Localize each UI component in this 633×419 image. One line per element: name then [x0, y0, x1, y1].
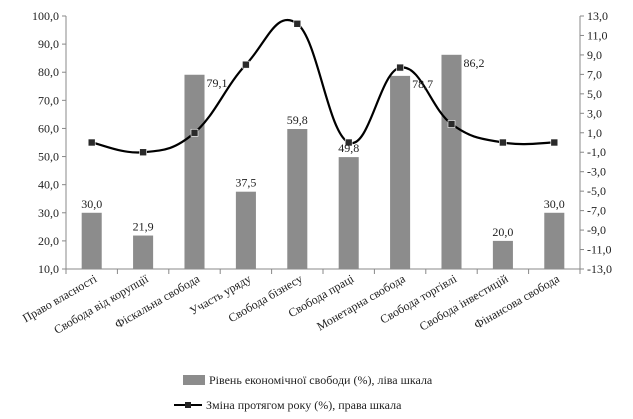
line-marker — [242, 60, 250, 69]
bar-data-label: 20,0 — [492, 225, 513, 239]
left-tick-label: 60,0 — [38, 121, 59, 135]
right-tick-label: -13,0 — [587, 262, 612, 276]
category-label: Свобода інвестицій — [417, 271, 511, 333]
bar-data-label: 21,9 — [133, 220, 154, 234]
change-line — [91, 18, 555, 154]
data-labels: 30,0 21,9 79,1 37,5 59,8 49,8 78,7 86,2 20,0 30,0 — [81, 56, 565, 239]
right-tick-label: 3,0 — [587, 106, 602, 120]
left-tick-label: 10,0 — [38, 262, 59, 276]
line-marker — [139, 148, 147, 157]
left-tick-label: 20,0 — [38, 234, 59, 248]
line-marker — [344, 138, 353, 147]
left-tick-label: 50,0 — [38, 150, 59, 164]
bar — [338, 157, 359, 269]
bar-data-label: 49,8 — [338, 141, 359, 155]
left-tick-label: 90,0 — [38, 37, 59, 51]
bar-data-label: 78,7 — [412, 77, 433, 91]
line-marker — [447, 120, 456, 128]
legend: Рівень економічної свободи (%), ліва шка… — [174, 373, 433, 412]
legend-line-label: Зміна протягом року (%), права шкала — [206, 398, 402, 412]
right-tick-label: 11,0 — [587, 28, 608, 42]
line-marker — [190, 128, 199, 137]
category-label: Фінансова свобода — [471, 271, 562, 332]
bar-data-label: 30,0 — [544, 197, 565, 211]
bar-data-label: 86,2 — [464, 56, 485, 70]
right-tick-label: -7,0 — [587, 204, 606, 218]
right-tick-label: 13,0 — [587, 9, 608, 23]
right-tick-label: 1,0 — [587, 126, 602, 140]
bar-data-label: 79,1 — [207, 76, 228, 90]
bar — [287, 129, 308, 269]
category-label: Фіскальна свобода — [112, 271, 202, 331]
left-tick-label: 30,0 — [38, 206, 59, 220]
line-series — [87, 18, 559, 157]
bar — [81, 212, 102, 269]
right-tick-label: -9,0 — [587, 223, 606, 237]
left-tick-label: 100,0 — [32, 9, 59, 23]
right-tick-label: 7,0 — [587, 67, 602, 81]
bar — [441, 54, 462, 269]
bar-data-label: 37,5 — [235, 176, 256, 190]
line-marker — [499, 138, 507, 147]
legend-bar-swatch — [183, 375, 205, 385]
bar — [492, 240, 513, 269]
right-tick-label: -11,0 — [587, 243, 612, 257]
left-tick-label: 40,0 — [38, 178, 59, 192]
right-tick-label: -3,0 — [587, 165, 606, 179]
bar — [390, 75, 411, 269]
line-marker — [293, 19, 302, 28]
bar — [544, 212, 565, 269]
line-marker — [396, 63, 404, 72]
left-tick-label: 80,0 — [38, 65, 59, 79]
line-marker — [87, 138, 96, 147]
category-label: Свобода від корупції — [51, 271, 151, 337]
right-tick-label: 9,0 — [587, 48, 602, 62]
right-tick-label: 5,0 — [587, 87, 602, 101]
right-tick-label: -5,0 — [587, 184, 606, 198]
bar-data-label: 30,0 — [81, 197, 102, 211]
legend-line-marker — [185, 402, 191, 408]
bar — [235, 191, 256, 269]
category-label: Монетарна свобода — [314, 271, 408, 333]
bar — [133, 235, 154, 269]
bar — [184, 74, 205, 269]
right-tick-label: -1,0 — [587, 145, 606, 159]
bars — [81, 54, 565, 269]
axes: 10,0 20,0 30,0 40,0 50,0 60,0 70,0 80,0 90,0 100,… — [20, 9, 612, 337]
left-tick-label: 70,0 — [38, 93, 59, 107]
legend-bar-label: Рівень економічної свободи (%), ліва шка… — [209, 373, 433, 387]
bar-data-label: 59,8 — [287, 113, 308, 127]
line-marker — [550, 138, 559, 147]
